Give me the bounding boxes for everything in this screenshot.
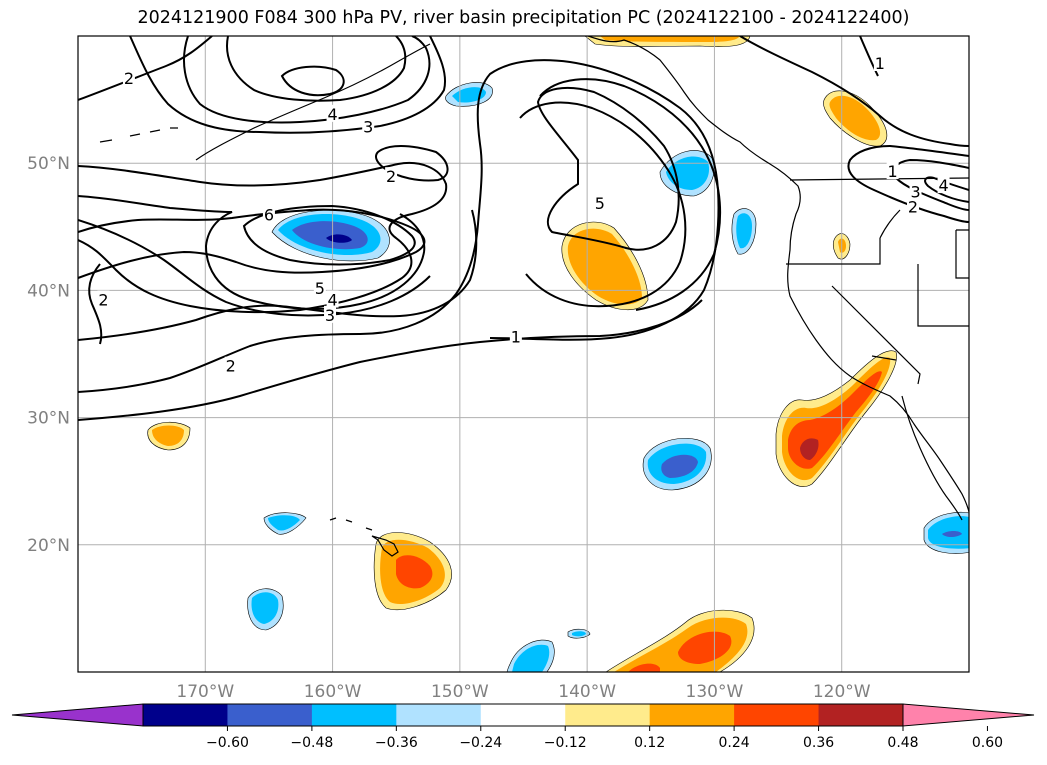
contour-label: 2: [386, 167, 396, 186]
precip-blob-neg-coast: [731, 208, 757, 255]
precip-blob-neg-bc: [659, 150, 715, 197]
lon-tick-label: 130°W: [686, 682, 744, 702]
contour-label-bg: [873, 53, 886, 71]
contour-label-bg: [509, 327, 522, 345]
colorbar-segment: [396, 704, 482, 726]
lat-tick-label: 40°N: [27, 281, 70, 301]
contour-label: 3: [325, 306, 335, 325]
colorbar-tick-label: 0.36: [803, 735, 834, 751]
contour-label: 5: [595, 194, 605, 213]
precip-blob-neg-south-2: [506, 639, 555, 672]
contour-label: 4: [327, 105, 337, 124]
precip-blob-neg-small: [567, 628, 591, 639]
contour-label: 2: [98, 291, 108, 310]
contour-label-bg: [937, 176, 950, 194]
colorbar-segment: [565, 704, 651, 726]
lon-tick-label: 150°W: [431, 682, 489, 702]
contour-label: 3: [363, 118, 373, 137]
colorbar-tick-label: 0.48: [887, 735, 918, 751]
lon-tick-label: 120°W: [813, 682, 871, 702]
contour-label: 4: [938, 176, 948, 195]
colorbar-segment: [480, 704, 566, 726]
lat-tick-label: 20°N: [27, 536, 70, 556]
colorbar-tick-label: −0.24: [459, 735, 502, 751]
precip-blob-pos-north: [584, 36, 751, 47]
precip-blob-neg-gulf: [445, 82, 493, 107]
contour-label: 6: [264, 205, 274, 224]
colorbar-tick-label: −0.48: [290, 735, 333, 751]
precip-blob-neg-hawaii-west: [263, 512, 307, 535]
colorbar-tick-label: −0.36: [375, 735, 418, 751]
precip-blob-pos-bc-interior: [823, 90, 888, 147]
contour-label-bg: [909, 182, 922, 200]
contour-label-bg: [362, 117, 375, 135]
colorbar-segment: [311, 704, 397, 726]
precipitation-shading: [147, 36, 969, 672]
precip-blob-pos-west-small: [147, 421, 191, 451]
contour-label-bg: [385, 167, 398, 185]
contour-label: 2: [908, 198, 918, 217]
precip-blob-neg-central: [642, 437, 712, 491]
contour-label-bg: [224, 356, 237, 374]
contour-label-bg: [313, 279, 326, 297]
colorbar-segment: [818, 704, 904, 726]
contour-label-bg: [262, 205, 275, 223]
colorbar-segment: [649, 704, 735, 726]
contour-label: 5: [315, 279, 325, 298]
lon-tick-label: 170°W: [176, 682, 234, 702]
contour-label-bg: [324, 305, 337, 323]
colorbar-tick-label: −0.60: [206, 735, 249, 751]
contour-label: 2: [226, 357, 236, 376]
colorbar-outline: [142, 703, 904, 727]
map-frame: [77, 35, 970, 673]
lon-tick-label: 160°W: [304, 682, 362, 702]
contour-label-bg: [122, 69, 135, 87]
contour-label: 1: [888, 162, 898, 181]
colorbar-tick-label: 0.24: [719, 735, 750, 751]
colorbar-extend-low: [11, 703, 144, 727]
map-title: 2024121900 F084 300 hPa PV, river basin …: [137, 8, 910, 28]
longitude-tick-labels: 170°W 160°W 150°W 140°W 130°W 120°W: [176, 682, 870, 702]
contour-label: 1: [875, 54, 885, 73]
precip-blob-pos-socal: [775, 350, 897, 487]
colorbar-tick-label: 0.12: [634, 735, 665, 751]
colorbar-segment: [227, 704, 313, 726]
contour-label: 3: [910, 182, 920, 201]
contour-label-bg: [326, 290, 339, 308]
coastlines: [99, 36, 969, 557]
colorbar: −0.60 −0.48 −0.36 −0.24 −0.12 0.12 0.24 0.36 0.4…: [11, 703, 1035, 751]
contour-label-bg: [326, 104, 339, 122]
precip-blob-neg-dateline: [271, 209, 390, 262]
lat-tick-label: 50°N: [27, 154, 70, 174]
lat-tick-label: 30°N: [27, 409, 70, 429]
contour-label: 4: [327, 291, 337, 310]
contour-label-bg: [593, 193, 606, 211]
colorbar-tick-label: 0.60: [972, 735, 1003, 751]
precip-blob-pos-offshore: [561, 221, 649, 311]
contour-label: 1: [511, 327, 521, 346]
colorbar-tick-label: −0.12: [544, 735, 587, 751]
precip-blob-pos-south: [605, 609, 755, 672]
precip-blob-neg-south-1: [247, 588, 284, 631]
precip-blob-pos-hawaii: [373, 532, 452, 611]
lon-tick-label: 140°W: [558, 682, 616, 702]
contour-label: 2: [124, 69, 134, 88]
colorbar-segment: [734, 704, 820, 726]
colorbar-segment: [143, 704, 228, 726]
contour-label-bg: [97, 290, 110, 308]
precip-blob-neg-baja: [923, 511, 969, 554]
contour-label-bg: [886, 162, 899, 180]
contour-label-bg: [906, 197, 919, 215]
latitude-tick-labels: 20°N 30°N 40°N 50°N: [27, 154, 70, 556]
colorbar-extend-high: [902, 703, 1035, 727]
map-gridlines: [78, 36, 969, 672]
